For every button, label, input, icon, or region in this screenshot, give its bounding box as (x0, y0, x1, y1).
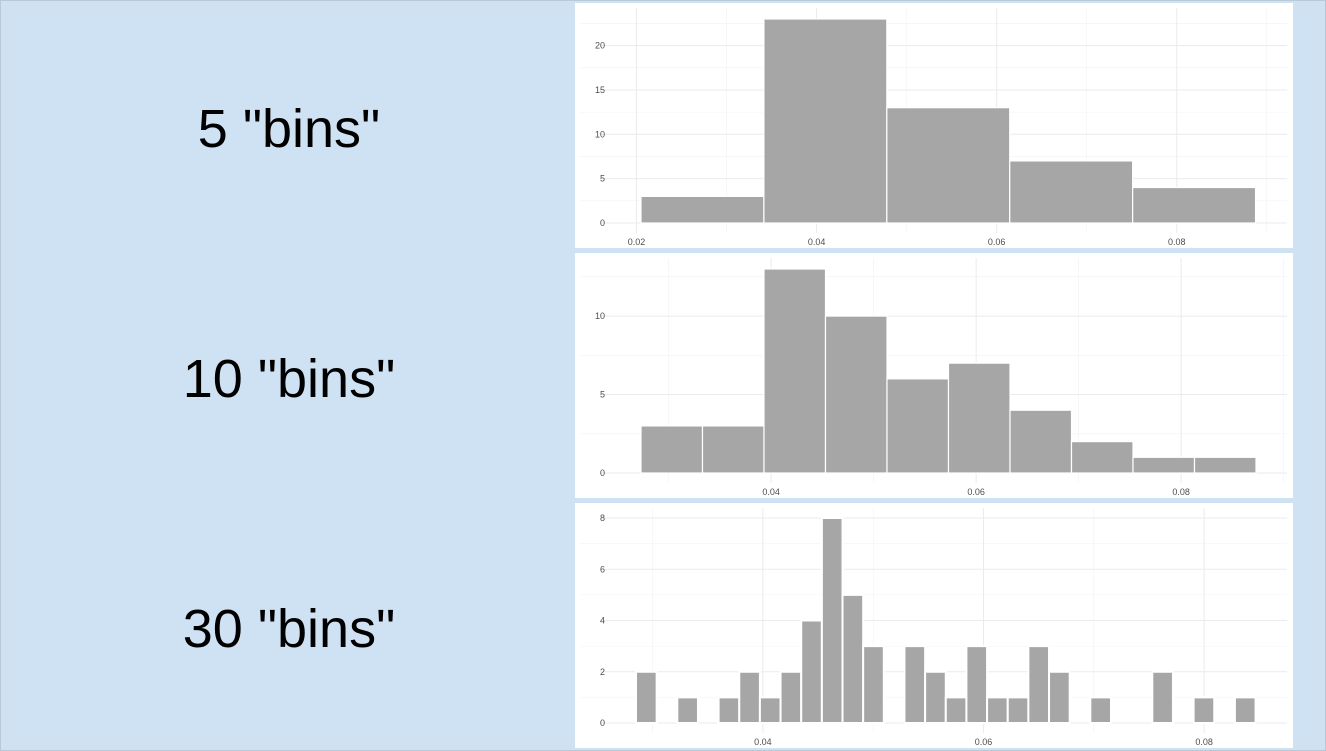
histogram-bar-0 (635, 670, 658, 724)
histogram-bar-16 (965, 645, 989, 724)
histogram-bar-1 (763, 18, 888, 224)
histogram-bar-9 (820, 517, 844, 724)
x-tick-label-1: 0.04 (808, 237, 826, 247)
histogram-bar-2 (886, 107, 1011, 224)
histogram-30-bins: 0.04 0.06 0.08 0 2 4 6 8 (580, 508, 1287, 747)
histogram-panel-5-bins: 0.02 0.04 0.06 0.08 0 5 10 15 20 (575, 3, 1293, 248)
panel-label-5-bins: 5 "bins" (197, 99, 381, 159)
histogram-bar-0 (640, 195, 765, 224)
x-tick-label-0: 0.02 (628, 237, 646, 247)
x-tick-label-3: 0.08 (1168, 237, 1186, 247)
histogram-bar-0 (640, 425, 704, 474)
histogram-bar-5 (738, 670, 761, 724)
y-tick-label-4: 8 (600, 513, 605, 523)
y-tick-label-1: 5 (600, 390, 605, 400)
x-tick-label-2: 0.06 (988, 237, 1006, 247)
histogram-bar-29 (1233, 696, 1257, 724)
x-tick-label-1: 0.06 (975, 737, 993, 747)
histogram-bar-1 (701, 425, 765, 474)
histogram-panel-30-bins: 0.04 0.06 0.08 0 2 4 6 8 (575, 503, 1293, 748)
y-tick-label-0: 0 (600, 218, 605, 228)
y-tick-label-3: 15 (595, 85, 605, 95)
histogram-bar-11 (862, 645, 885, 724)
histogram-bar-8 (800, 619, 823, 724)
histogram-bar-20 (1048, 670, 1071, 724)
histogram-bar-5 (947, 362, 1011, 474)
histogram-10-bins: 0.04 0.06 0.08 0 5 10 (580, 258, 1287, 497)
y-tick-label-2: 10 (595, 129, 605, 139)
y-tick-label-0: 0 (600, 718, 605, 728)
x-tick-label-2: 0.08 (1172, 487, 1190, 497)
histogram-bar-17 (986, 696, 1009, 724)
panel-label-10-bins: 10 "bins" (182, 349, 396, 409)
histogram-bar-7 (779, 670, 803, 724)
histogram-bar-4 (886, 378, 950, 474)
panel-label-30-bins: 30 "bins" (182, 599, 396, 659)
x-tick-label-1: 0.06 (967, 487, 985, 497)
histogram-bar-3 (1009, 160, 1134, 224)
histogram-panel-10-bins: 0.04 0.06 0.08 0 5 10 (575, 253, 1293, 498)
histogram-bar-22 (1089, 696, 1112, 724)
histogram-bar-10 (841, 593, 865, 724)
histogram-bar-19 (1027, 645, 1051, 724)
y-tick-label-1: 2 (600, 667, 605, 677)
y-tick-label-4: 20 (595, 41, 605, 51)
y-tick-label-1: 5 (600, 174, 605, 184)
histogram-bar-2 (763, 268, 827, 474)
histogram-bar-3 (824, 315, 888, 474)
histogram-bar-18 (1006, 696, 1030, 724)
x-tick-label-0: 0.04 (762, 487, 780, 497)
histogram-bar-25 (1151, 670, 1174, 724)
histogram-bar-13 (903, 645, 927, 724)
y-tick-label-3: 6 (600, 564, 605, 574)
histogram-bar-15 (944, 696, 968, 724)
histogram-bar-7 (1070, 441, 1134, 474)
histogram-bar-2 (676, 696, 699, 724)
histogram-bar-14 (924, 670, 947, 724)
x-tick-label-0: 0.04 (754, 737, 772, 747)
histogram-bar-9 (1193, 456, 1257, 474)
histogram-bar-4 (1132, 186, 1257, 224)
x-tick-label-2: 0.08 (1195, 737, 1213, 747)
histogram-5-bins: 0.02 0.04 0.06 0.08 0 5 10 15 20 (580, 8, 1287, 247)
histogram-bar-8 (1132, 456, 1196, 474)
y-tick-label-2: 4 (600, 616, 605, 626)
histogram-bar-4 (717, 696, 741, 724)
y-tick-label-2: 10 (595, 311, 605, 321)
y-tick-label-0: 0 (600, 468, 605, 478)
histogram-bar-6 (758, 696, 782, 724)
histogram-bar-6 (1009, 409, 1073, 474)
histogram-bar-27 (1192, 696, 1216, 724)
